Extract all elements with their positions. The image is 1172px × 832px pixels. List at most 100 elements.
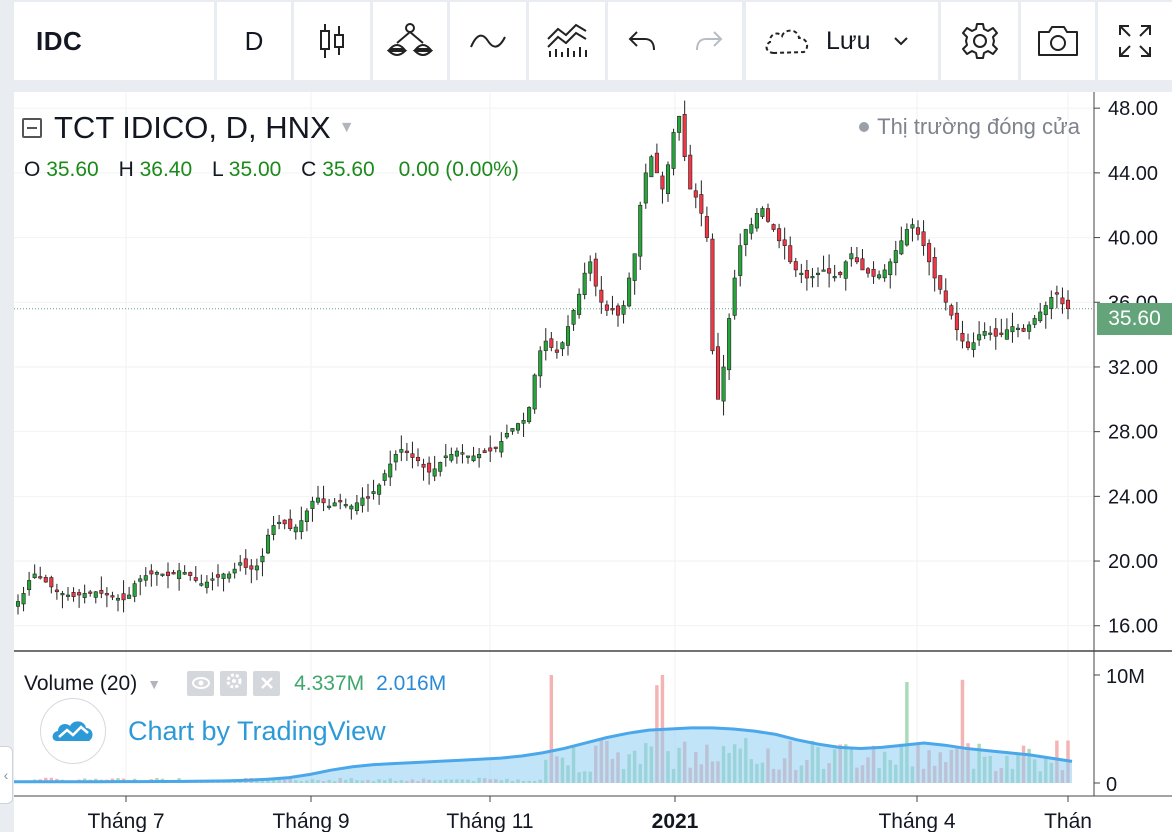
symbol-search-button[interactable]: IDC [14,2,214,80]
redo-icon[interactable] [694,28,724,54]
candle-body [410,453,415,458]
ohlc-values: O 35.60 H 36.40 L 35.00 C 35.60 0.00 (0.… [24,158,519,182]
candle-body [771,224,776,230]
candle-body [749,224,754,234]
chart-style-button[interactable] [294,2,370,80]
candle-body [665,164,671,194]
volume-ma [14,726,1073,784]
candle-body [993,328,998,337]
candle-body [854,257,859,263]
candle-body [904,229,909,246]
candle-body [443,455,448,459]
templates-button[interactable] [529,2,605,80]
top-toolbar: IDC D [0,0,1172,86]
volume-ma-value: 2.016M [376,671,447,695]
candle-body [1004,329,1009,340]
candle-body [93,591,98,598]
tradingview-watermark[interactable]: Chart by TradingView [40,698,386,764]
candle-body [738,245,743,276]
candle-body [165,571,171,576]
interval-button[interactable]: D [217,2,291,80]
compare-icon [469,29,507,53]
candle-body [732,277,737,316]
candle-body [627,277,632,307]
candle-body [210,578,215,581]
eye-icon [191,672,211,696]
indicators-button[interactable] [373,2,447,80]
candle-body [977,334,982,341]
candle-body [910,224,915,229]
candle-body [899,240,904,255]
grid [14,92,1094,783]
price-tick-label: 32.00 [1108,357,1158,379]
chevron-down-icon[interactable] [893,35,909,47]
visibility-button[interactable] [187,671,215,696]
expand-panel-button[interactable]: ‹ [0,746,13,804]
volume-ma-area [14,727,1072,783]
watermark-text: Chart by TradingView [128,715,386,746]
candle-body [388,463,393,478]
price-tick-label: 48.00 [1108,98,1158,120]
volume-tick-label: 0 [1106,774,1117,796]
candle-body [504,432,509,438]
candle-body [238,562,243,566]
candle-body [138,578,143,582]
compare-button[interactable] [450,2,526,80]
remove-indicator-button[interactable] [253,671,281,696]
candles-icon [317,21,347,61]
candle-body [160,573,165,576]
caret-down-icon[interactable]: ▼ [338,119,355,136]
candle-body [860,258,865,271]
caret-down-icon[interactable]: ▼ [147,675,162,692]
volume-label: Volume (20) [24,671,138,695]
candle-body [438,462,443,472]
gear-icon [225,672,243,696]
candle-body [915,227,921,235]
price-tick-label: 44.00 [1108,163,1158,185]
candle-body [221,573,226,579]
candle-body [543,340,548,351]
candle-body [188,572,193,576]
series-legend[interactable]: TCT IDICO, D, HNX ▼ [22,110,355,146]
candle-body [660,175,665,190]
volume-settings-button[interactable] [220,671,248,696]
market-status-text: Thị trường đóng cửa [877,114,1080,139]
candle-body [127,594,132,599]
candle-body [571,310,576,325]
candle-body [349,505,354,510]
candle-body [549,338,554,348]
settings-button[interactable] [941,2,1018,80]
candle-body [515,423,521,431]
change-value: 0.00 (0.00%) [398,158,519,181]
candle-body [843,261,848,279]
collapse-icon[interactable] [22,118,42,138]
candle-body [882,269,887,279]
candle-body [615,305,621,316]
candle-body [327,505,332,508]
interval-label: D [244,25,264,56]
candle-body [65,594,71,597]
candle-body [27,580,32,591]
candle-body [293,526,298,533]
time-tick-label: Thán [1044,810,1092,832]
candle-body [949,305,954,316]
save-layout-button[interactable]: Lưu [746,2,938,80]
candle-body [888,261,893,276]
candle-body [588,261,593,274]
fullscreen-button[interactable] [1098,2,1172,80]
candle-body [527,407,532,423]
candle-body [688,154,693,190]
snapshot-button[interactable] [1021,2,1095,80]
close-value: 35.60 [322,158,375,181]
volume-tick-label: 10M [1106,666,1145,688]
candle-body [21,593,26,605]
candle-body [382,473,387,481]
candle-body [721,366,726,402]
volume-bar [549,675,554,783]
candle-body [154,572,159,575]
candle-body [404,450,409,453]
undo-icon[interactable] [627,28,657,54]
market-status: Thị trường đóng cửa [859,114,1080,140]
candle-body [1065,299,1071,310]
